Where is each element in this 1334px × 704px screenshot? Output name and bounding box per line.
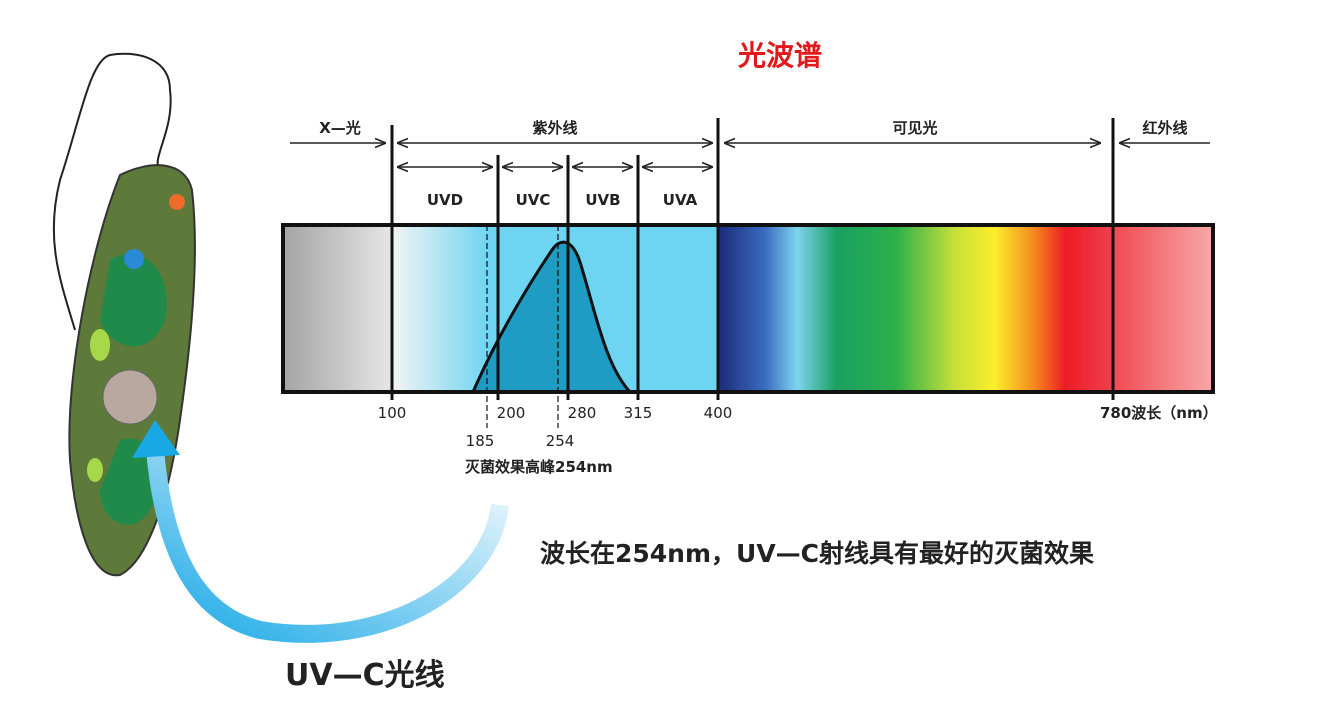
tick-label: 400	[704, 404, 733, 422]
band-label: UVD	[427, 191, 463, 209]
tick-label: 315	[624, 404, 653, 422]
region-label: X—光	[319, 119, 361, 137]
tick-label: 254	[546, 432, 575, 450]
band-label: UVA	[663, 191, 698, 209]
tick-label: 100	[378, 404, 407, 422]
uvc-label: UV—C光线	[285, 658, 445, 693]
title: 光波谱	[737, 39, 822, 72]
spectrum-bar	[281, 118, 1215, 428]
tick-label: 185	[466, 432, 495, 450]
region-label: 可见光	[892, 119, 937, 137]
band-label: UVC	[516, 191, 551, 209]
statement: 波长在254nm，UV—C射线具有最好的灭菌效果	[540, 539, 1094, 568]
organism	[52, 52, 509, 643]
region-label: 红外线	[1142, 119, 1187, 137]
tick-label: 200	[497, 404, 526, 422]
tick-label: 780波长（nm）	[1100, 404, 1218, 422]
region-arrows	[290, 143, 1210, 167]
band-label: UVB	[585, 191, 620, 209]
tick-label: 280	[568, 404, 597, 422]
peak-caption: 灭菌效果高峰254nm	[464, 458, 613, 476]
region-label: 紫外线	[532, 119, 577, 137]
